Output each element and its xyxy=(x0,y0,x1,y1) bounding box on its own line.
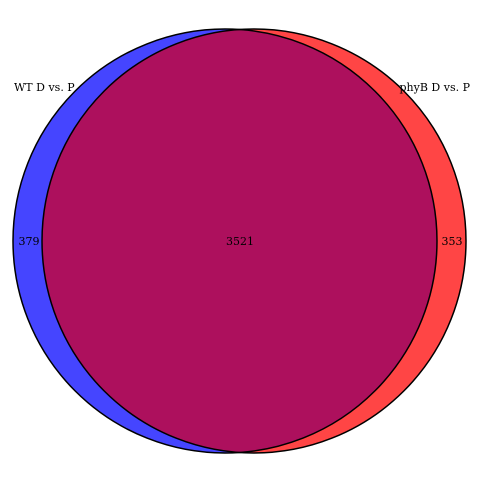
intersection-count: 3521 xyxy=(226,235,254,248)
set-b-only-count: 353 xyxy=(442,235,463,248)
set-b-label: phyB D vs. P xyxy=(400,81,471,94)
set-a-label: WT D vs. P xyxy=(14,81,75,94)
intersection-region xyxy=(42,29,437,453)
set-a-only-count: 379 xyxy=(19,235,40,248)
set-a-outline xyxy=(12,28,438,454)
set-b-outline xyxy=(41,28,467,454)
